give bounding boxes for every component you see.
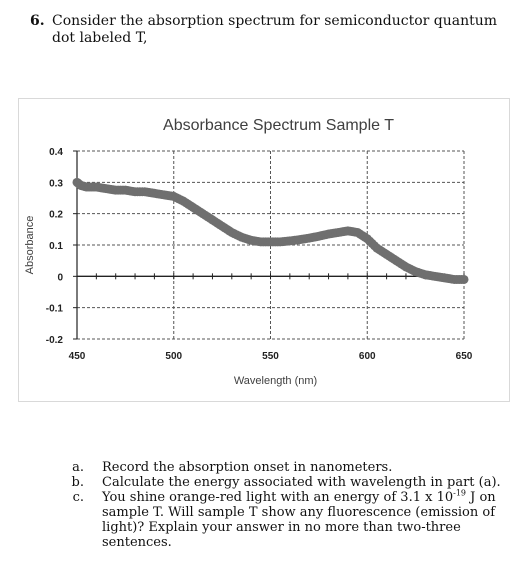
part-c-text-post: J on sample T. Will sample T show any fl…: [102, 490, 496, 550]
y-axis-label: Absorbance: [24, 216, 36, 275]
y-tick-label: 0.3: [49, 178, 63, 189]
part-b-text: Calculate the energy associated with wav…: [102, 475, 501, 490]
part-c-letter: c.: [72, 490, 84, 505]
part-a-letter: a.: [72, 460, 84, 475]
y-tick-label: 0.2: [49, 210, 63, 221]
part-b: b. Calculate the energy associated with …: [70, 475, 525, 490]
y-tick-label: -0.2: [46, 335, 64, 346]
part-c: c. You shine orange-red light with an en…: [70, 488, 525, 550]
y-tick-label: 0: [57, 272, 63, 283]
y-tick-label: -0.1: [46, 304, 64, 315]
part-c-text-pre: You shine orange-red light with an energ…: [102, 490, 454, 505]
absorbance-chart: Absorbance Spectrum Sample T 0.4 0.3 0.2 0.1…: [18, 98, 510, 402]
chart-canvas: Absorbance Spectrum Sample T 0.4 0.3 0.2 0.1…: [24, 117, 473, 387]
question-number: 6.: [30, 13, 45, 29]
part-a: a. Record the absorption onset in nanome…: [70, 460, 525, 475]
y-tick-label: 0.1: [49, 241, 63, 252]
chart-title: Absorbance Spectrum Sample T: [163, 117, 394, 134]
x-tick-label: 500: [165, 351, 182, 362]
question-text: Consider the absorption spectrum for sem…: [52, 13, 498, 46]
data-point: [459, 274, 469, 284]
part-a-text: Record the absorption onset in nanometer…: [102, 460, 393, 475]
part-c-exponent: -19: [453, 488, 466, 498]
x-tick-label: 650: [456, 351, 473, 362]
x-axis-label: Wavelength (nm): [234, 375, 317, 387]
question-parts: a. Record the absorption onset in nanome…: [70, 460, 525, 550]
y-tick-label: 0.4: [49, 147, 63, 158]
x-tick-label: 450: [69, 351, 86, 362]
part-b-letter: b.: [71, 475, 84, 490]
x-tick-label: 550: [262, 351, 279, 362]
x-tick-label: 600: [359, 351, 376, 362]
